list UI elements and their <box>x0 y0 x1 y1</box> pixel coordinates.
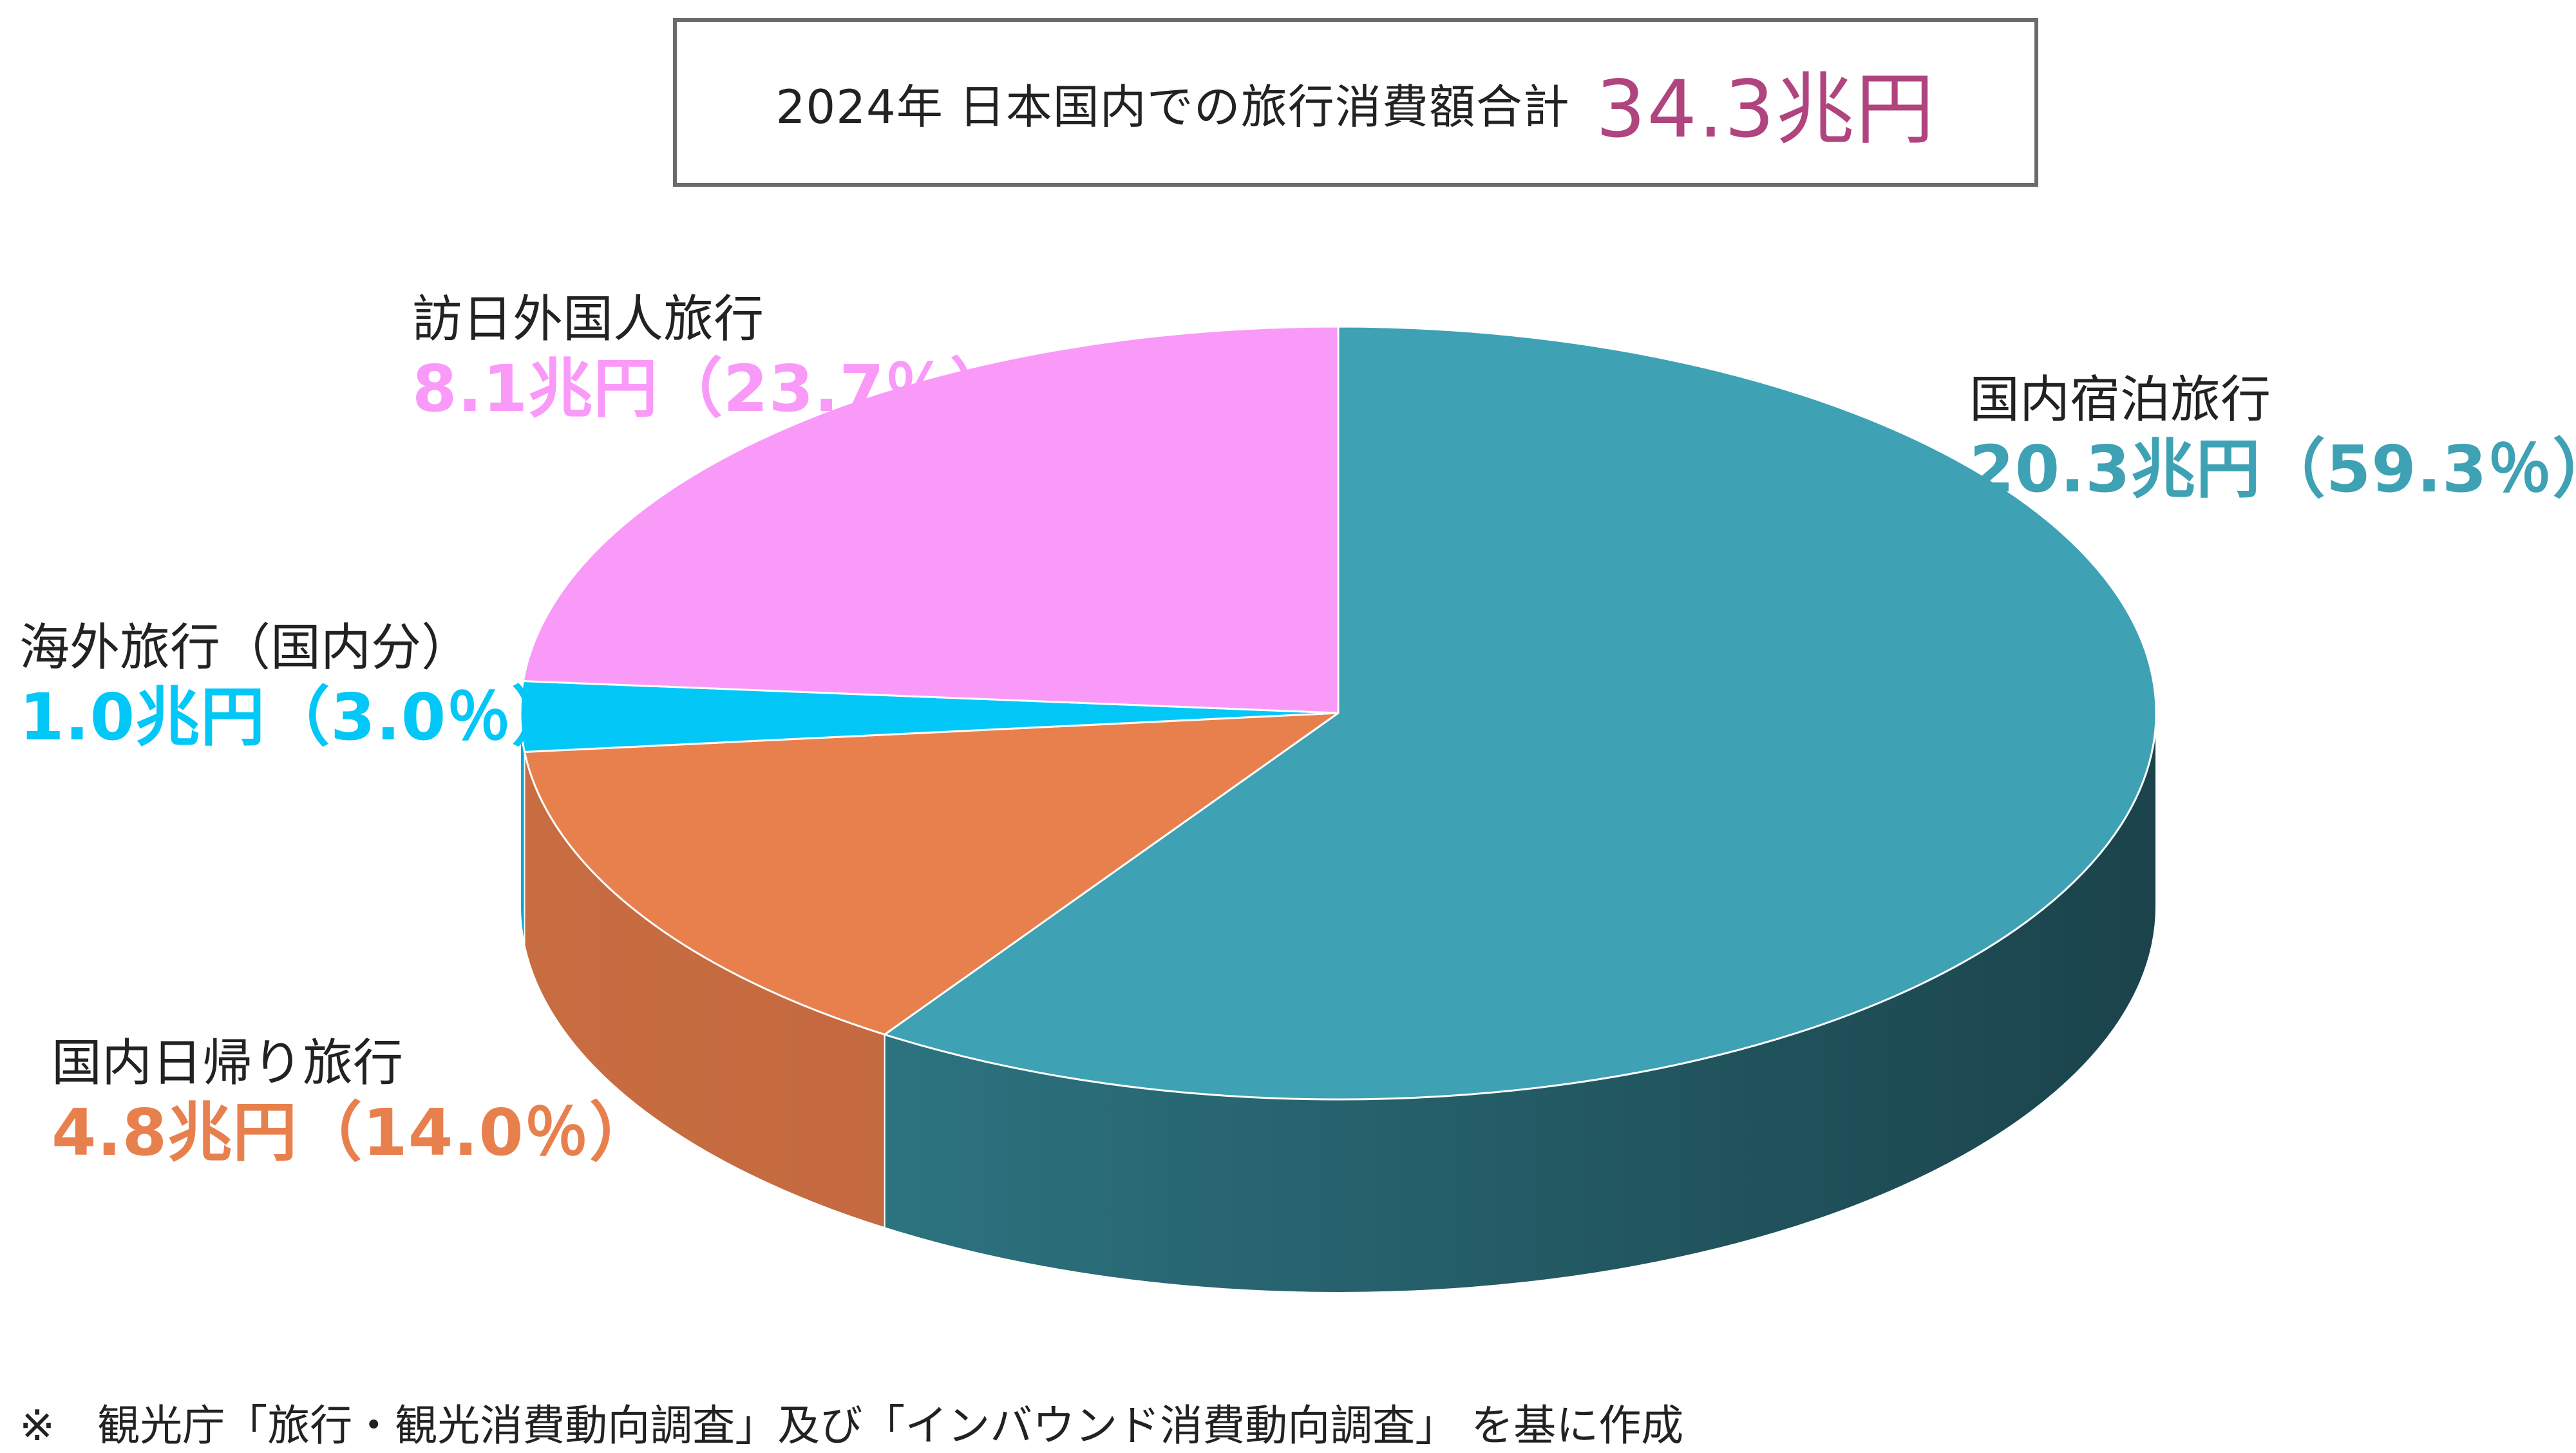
slice-name: 国内日帰り旅行 <box>52 1034 404 1092</box>
pie-top-layer <box>519 325 2157 1101</box>
summary-label: 2024年 日本国内での旅行消費額合計 <box>775 79 1570 134</box>
slice-label-inbound-foreign: 訪日外国人旅行 8.1兆円（23.7％） <box>412 290 1015 428</box>
pie-slice-3 <box>522 325 1340 714</box>
pie-slice-0 <box>884 325 2157 1101</box>
slice-value: 1.0兆円（3.0％） <box>19 679 577 755</box>
slice-value: 4.8兆円（14.0％） <box>52 1094 654 1170</box>
slice-name: 国内宿泊旅行 <box>1969 371 2271 429</box>
slice-name: 訪日外国人旅行 <box>412 290 764 348</box>
slice-value: 8.1兆円（23.7％） <box>412 350 1015 426</box>
slice-value: 20.3兆円（59.3％） <box>1969 431 2576 507</box>
pie-slice-1 <box>523 712 1340 1036</box>
slice-name: 海外旅行（国内分） <box>19 619 472 677</box>
slice-label-domestic-overnight: 国内宿泊旅行 20.3兆円（59.3％） <box>1969 370 2576 508</box>
source-note: ※ 観光庁「旅行・観光消費動向調査」及び「インバウンド消費動向調査」 を基に作成 <box>19 1401 1684 1450</box>
total-summary-box: 2024年 日本国内での旅行消費額合計 34.3兆円 <box>673 18 2038 187</box>
slice-label-domestic-daytrip: 国内日帰り旅行 4.8兆円（14.0％） <box>52 1034 654 1172</box>
slice-label-overseas-domestic-portion: 海外旅行（国内分） 1.0兆円（3.0％） <box>19 618 576 756</box>
summary-total-value: 34.3兆円 <box>1595 63 1936 155</box>
